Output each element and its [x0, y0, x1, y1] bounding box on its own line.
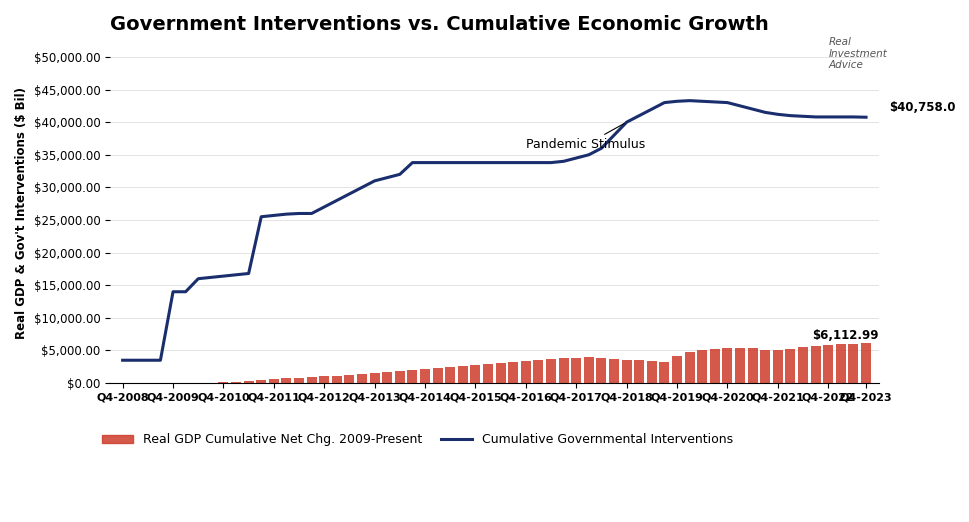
Bar [810, 346, 820, 383]
Bar [747, 349, 757, 383]
Bar [860, 343, 870, 383]
Bar [243, 381, 254, 383]
Bar [268, 379, 278, 383]
Bar [520, 361, 530, 383]
Bar [596, 358, 606, 383]
Bar [684, 352, 694, 383]
Bar [369, 373, 379, 383]
Bar [382, 372, 391, 383]
Text: Government Interventions vs. Cumulative Economic Growth: Government Interventions vs. Cumulative … [109, 15, 768, 34]
Bar [457, 366, 467, 383]
Bar [621, 360, 631, 383]
Bar [634, 360, 643, 383]
Bar [231, 382, 241, 383]
Bar [797, 347, 807, 383]
Bar [394, 371, 404, 383]
Bar [319, 376, 328, 383]
Text: $6,112.99: $6,112.99 [811, 329, 878, 342]
Bar [168, 383, 178, 386]
Bar [672, 355, 681, 383]
Bar [142, 383, 153, 386]
Bar [508, 362, 517, 383]
Bar [533, 360, 543, 383]
Bar [609, 359, 618, 383]
Bar [117, 383, 128, 385]
Bar [546, 359, 555, 383]
Bar [420, 369, 429, 383]
Bar [697, 350, 706, 383]
Y-axis label: Real GDP & Gov't Interventions ($ Bil): Real GDP & Gov't Interventions ($ Bil) [15, 88, 28, 339]
Bar [193, 383, 203, 385]
Bar [823, 345, 832, 383]
Bar [709, 349, 719, 383]
Bar [155, 383, 166, 387]
Bar [659, 362, 669, 383]
Bar [722, 348, 732, 383]
Text: Pandemic Stimulus: Pandemic Stimulus [525, 124, 644, 151]
Bar [357, 374, 366, 383]
Bar [646, 361, 656, 383]
Bar [432, 367, 442, 383]
Legend: Real GDP Cumulative Net Chg. 2009-Present, Cumulative Governmental Interventions: Real GDP Cumulative Net Chg. 2009-Presen… [97, 429, 737, 452]
Bar [344, 375, 354, 383]
Bar [445, 367, 454, 383]
Bar [583, 357, 593, 383]
Bar [760, 350, 769, 383]
Bar [294, 377, 303, 383]
Bar [407, 370, 417, 383]
Bar [130, 383, 141, 386]
Bar [772, 350, 782, 383]
Bar [331, 375, 341, 383]
Bar [483, 364, 492, 383]
Bar [256, 380, 266, 383]
Bar [571, 358, 580, 383]
Bar [735, 348, 744, 383]
Bar [848, 343, 858, 383]
Bar [180, 383, 191, 386]
Text: Real
Investment
Advice: Real Investment Advice [828, 37, 887, 70]
Bar [281, 378, 291, 383]
Bar [835, 344, 845, 383]
Bar [470, 365, 480, 383]
Bar [558, 358, 568, 383]
Bar [785, 349, 795, 383]
Bar [205, 383, 216, 384]
Bar [495, 363, 505, 383]
Text: $40,758.0: $40,758.0 [888, 101, 954, 114]
Bar [306, 377, 316, 383]
